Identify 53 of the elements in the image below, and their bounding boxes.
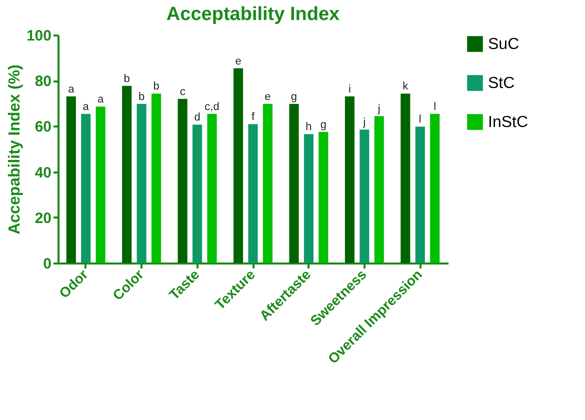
bar	[262, 104, 272, 263]
bar	[415, 126, 425, 263]
legend-label: SuC	[488, 36, 520, 53]
data-label: b	[153, 80, 160, 93]
data-label: f	[251, 111, 256, 124]
y-tick-label: 80	[34, 73, 52, 90]
data-label: l	[418, 114, 422, 126]
y-tick-label: 20	[34, 210, 52, 227]
data-label: i	[348, 83, 351, 96]
bar	[152, 94, 162, 263]
data-label: h	[306, 121, 312, 134]
y-tick-label: 40	[34, 164, 52, 182]
bar	[360, 130, 370, 263]
chart-title: Acceptability Index	[166, 4, 340, 25]
y-tick-label: 100	[26, 28, 52, 44]
data-label: k	[402, 80, 409, 93]
y-tick-label: 60	[34, 118, 52, 136]
y-tick-label: 0	[43, 256, 52, 272]
data-label: e	[264, 90, 271, 103]
bar	[178, 98, 188, 263]
bar	[304, 134, 314, 263]
bar	[122, 86, 132, 263]
data-label: d	[194, 112, 200, 124]
bar	[430, 114, 440, 263]
bar	[207, 114, 217, 263]
data-label: b	[124, 72, 130, 85]
data-label: j	[362, 116, 366, 129]
data-label: l	[434, 100, 436, 113]
data-label: b	[138, 90, 145, 103]
y-axis-title: Accepability Index (%)	[6, 64, 24, 234]
bar	[318, 132, 328, 263]
data-label: g	[290, 90, 298, 103]
bar	[66, 96, 76, 263]
data-label: a	[98, 94, 105, 106]
legend-label: StC	[488, 75, 515, 92]
data-label: c,d	[204, 100, 220, 113]
bar	[192, 124, 202, 263]
bar	[234, 68, 244, 263]
data-label: c	[180, 86, 186, 98]
bar	[344, 96, 354, 263]
bar	[400, 94, 410, 263]
bar	[374, 116, 384, 263]
bar	[96, 106, 106, 263]
data-label: g	[320, 118, 326, 131]
bar	[136, 104, 146, 263]
data-label: j	[376, 103, 380, 116]
data-label: e	[235, 55, 242, 68]
data-label: a	[82, 100, 90, 113]
bar	[81, 114, 91, 263]
legend-label: InStC	[488, 114, 528, 131]
data-label: a	[68, 83, 76, 96]
bar	[248, 124, 258, 263]
bar	[289, 104, 299, 263]
